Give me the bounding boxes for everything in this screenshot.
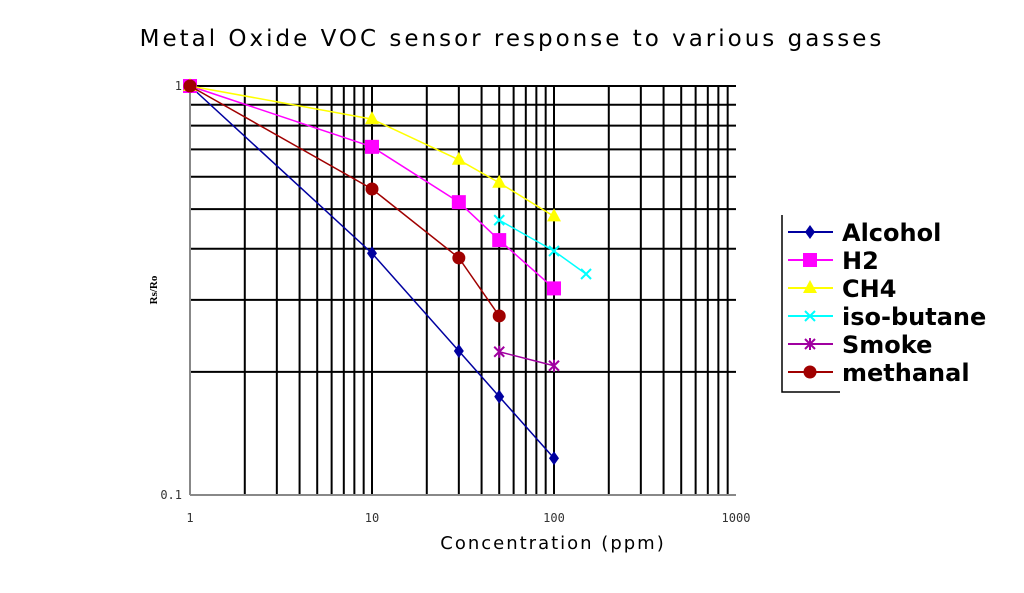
circle-marker [452, 251, 466, 265]
x-tick-label: 100 [543, 511, 565, 525]
triangle-marker [803, 280, 817, 293]
y-tick-label: 0.1 [160, 488, 182, 502]
x-marker [804, 310, 816, 322]
y-axis-label: Rs/Ro [148, 275, 160, 304]
x-tick-label: 1000 [722, 511, 751, 525]
triangle-marker [365, 111, 379, 125]
square-marker [803, 253, 817, 267]
series-ch4: CH4 [183, 78, 896, 303]
series-iso-butane: iso-butane [493, 214, 986, 331]
legend-label: H2 [842, 247, 879, 275]
legend-label: iso-butane [842, 303, 986, 331]
series-h2: H2 [183, 79, 879, 296]
triangle-marker [492, 174, 507, 188]
legend-border [781, 215, 840, 393]
y-tick-label: 1 [175, 79, 182, 93]
x-tick-label: 1 [186, 511, 193, 525]
diamond-marker [805, 225, 815, 239]
diamond-marker [549, 451, 559, 466]
series-methanal: methanal [183, 79, 970, 387]
legend-label: Alcohol [842, 219, 941, 247]
x-marker [548, 245, 560, 257]
circle-marker [803, 365, 817, 379]
series-line [189, 85, 500, 317]
star-marker [804, 338, 816, 350]
x-axis-label: Concentration (ppm) [440, 533, 666, 554]
star-marker [493, 345, 505, 358]
circle-marker [365, 182, 379, 196]
legend-label: Smoke [842, 331, 932, 359]
series-smoke: Smoke [493, 331, 932, 372]
series-line [498, 219, 587, 275]
series-line [499, 351, 555, 367]
square-marker [365, 139, 379, 154]
square-marker [547, 281, 561, 296]
star-marker [548, 359, 560, 372]
triangle-marker [451, 151, 466, 165]
series-alcohol: Alcohol [185, 79, 941, 466]
square-marker [451, 195, 466, 210]
diamond-marker [367, 246, 377, 261]
circle-marker [183, 79, 197, 93]
x-tick-label: 10 [365, 511, 379, 525]
circle-marker [492, 309, 506, 323]
diamond-marker [453, 343, 464, 358]
chart-title: Metal Oxide VOC sensor response to vario… [139, 26, 885, 52]
square-marker [492, 233, 507, 248]
diamond-marker [494, 389, 505, 404]
x-marker [580, 268, 592, 280]
x-marker [493, 214, 505, 226]
legend-label: CH4 [842, 275, 896, 303]
legend-label: methanal [842, 359, 970, 387]
triangle-marker [547, 208, 561, 222]
